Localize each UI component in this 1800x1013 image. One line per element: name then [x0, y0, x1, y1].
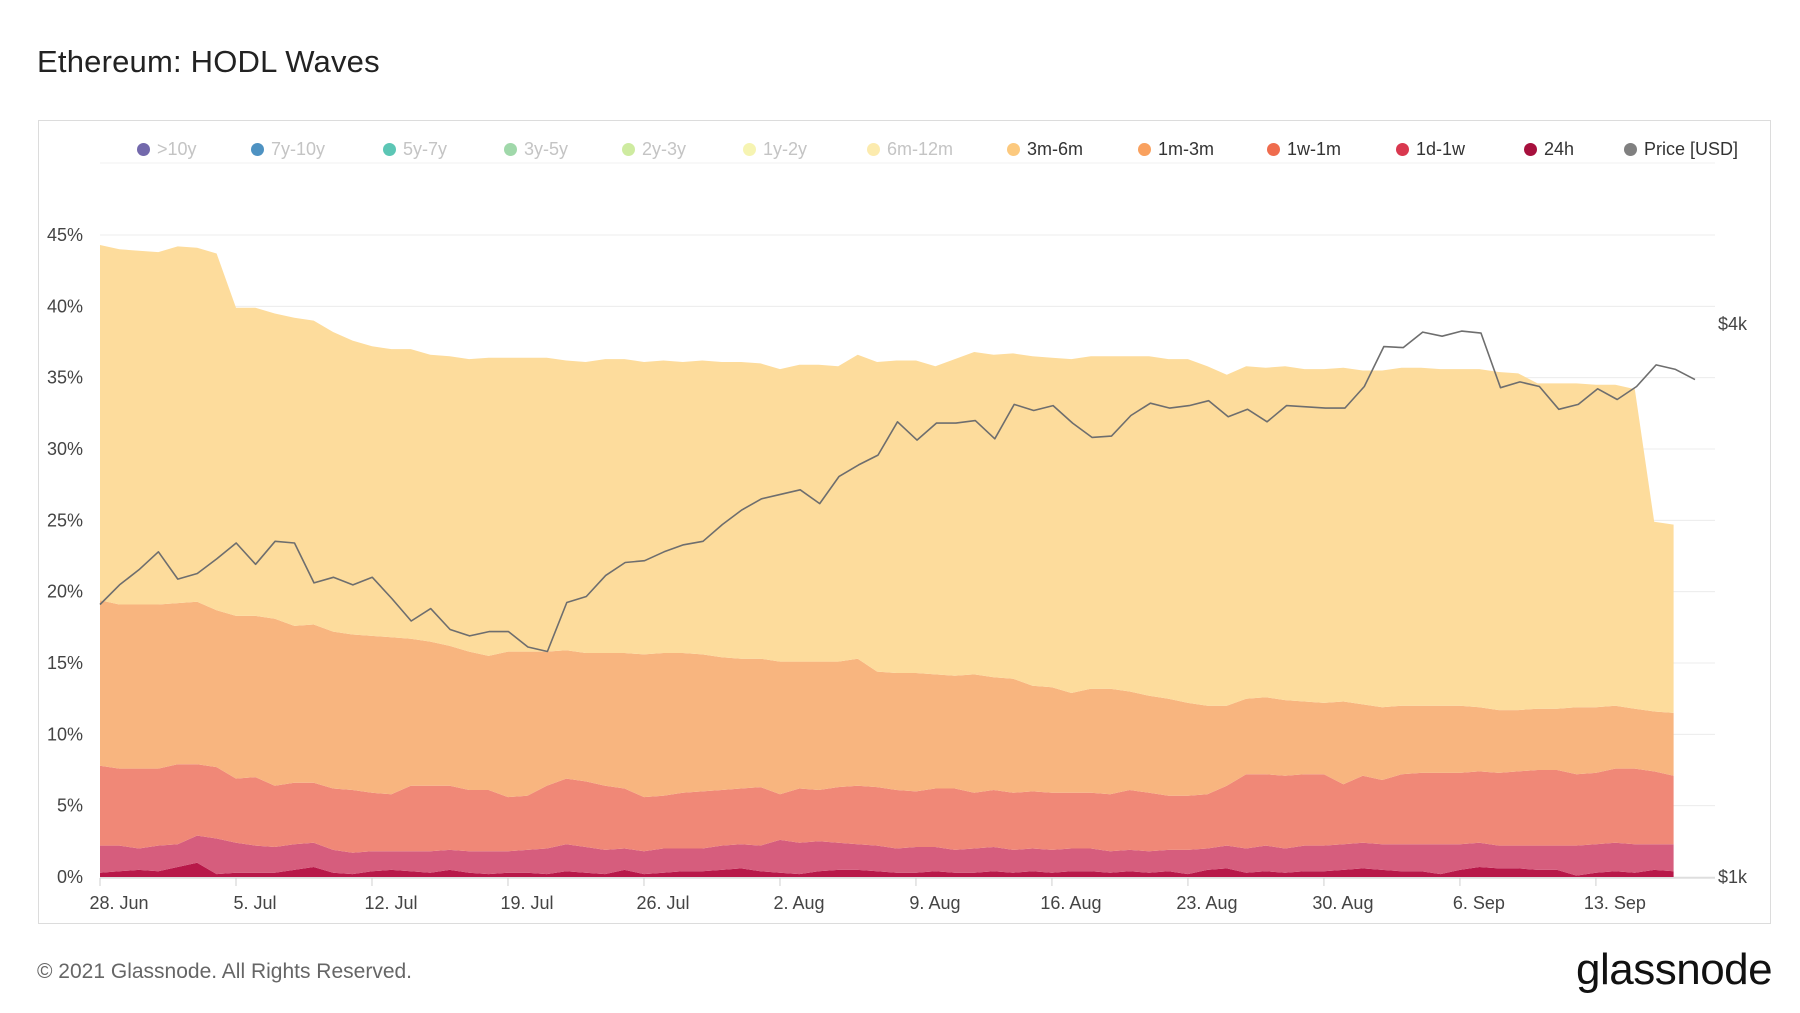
- legend-dot-icon: [251, 143, 264, 156]
- legend-dot-icon: [1524, 143, 1537, 156]
- legend-label: 2y-3y: [642, 139, 687, 159]
- legend-label: >10y: [157, 139, 197, 159]
- area-1d-1w: [100, 835, 1674, 876]
- y-tick-label: 25%: [47, 510, 83, 530]
- x-axis: 28. Jun 5. Jul 12. Jul 19. Jul 26. Jul 2. Aug…: [89, 877, 1715, 913]
- y-axis-right: $1k $4k: [1718, 314, 1748, 887]
- legend-dot-icon: [1396, 143, 1409, 156]
- x-tick-label: 26. Jul: [636, 893, 689, 913]
- y-tick-label: 15%: [47, 653, 83, 673]
- legend-dot-icon: [743, 143, 756, 156]
- y-tick-label: 5%: [57, 796, 83, 816]
- y-tick-label: 40%: [47, 296, 83, 316]
- y2-tick-label: $1k: [1718, 867, 1748, 887]
- chart-title: Ethereum: HODL Waves: [37, 44, 380, 79]
- x-tick-label: 16. Aug: [1040, 893, 1101, 913]
- area-1w-1m: [100, 764, 1674, 853]
- x-tick-label: 2. Aug: [773, 893, 824, 913]
- y-tick-label: 35%: [47, 368, 83, 388]
- copyright-footer: © 2021 Glassnode. All Rights Reserved.: [37, 960, 413, 983]
- chart-legend: >10y 7y-10y 5y-7y 3y-5y 2y-3y 1y-2y 6m-12m 3m-6…: [39, 139, 1770, 169]
- legend-item-1y-2y[interactable]: 1y-2y: [743, 139, 807, 160]
- area-series: [100, 245, 1674, 877]
- legend-dot-icon: [504, 143, 517, 156]
- price-line: [99, 330, 1696, 653]
- legend-dot-icon: [383, 143, 396, 156]
- legend-label: 3y-5y: [524, 139, 569, 159]
- legend-label: 1w-1m: [1287, 139, 1342, 159]
- x-tick-label: 13. Sep: [1584, 893, 1646, 913]
- legend-dot-icon: [622, 143, 635, 156]
- price-usd-line: [99, 330, 1696, 653]
- legend-label: 3m-6m: [1027, 139, 1084, 159]
- glassnode-logo: glassnode: [1576, 945, 1773, 994]
- legend-item-5y-7y[interactable]: 5y-7y: [383, 139, 447, 160]
- x-tick-label: 19. Jul: [500, 893, 553, 913]
- x-tick-label: 28. Jun: [89, 893, 148, 913]
- legend-item-1w-1m[interactable]: 1w-1m: [1267, 139, 1341, 160]
- y-axis-left: 0% 5% 10% 15% 20% 25% 30% 35% 40% 45%: [47, 225, 83, 887]
- legend-item-price-usd[interactable]: Price [USD]: [1624, 139, 1738, 160]
- legend-dot-icon: [867, 143, 880, 156]
- legend-dot-icon: [1007, 143, 1020, 156]
- legend-label: 24h: [1544, 139, 1575, 159]
- legend-label: 1y-2y: [763, 139, 808, 159]
- area-1m-3m: [100, 600, 1674, 798]
- x-tick-label: 30. Aug: [1312, 893, 1373, 913]
- x-tick-label: 5. Jul: [233, 893, 276, 913]
- legend-item-10y[interactable]: >10y: [137, 139, 197, 160]
- area-24h: [100, 862, 1674, 877]
- y-tick-label: 20%: [47, 582, 83, 602]
- legend-item-3y-5y[interactable]: 3y-5y: [504, 139, 568, 160]
- legend-label: 1d-1w: [1416, 139, 1466, 159]
- area-3m-6m: [100, 245, 1674, 713]
- x-tick-label: 23. Aug: [1176, 893, 1237, 913]
- legend-item-1m-3m[interactable]: 1m-3m: [1138, 139, 1214, 160]
- x-tick-label: 9. Aug: [909, 893, 960, 913]
- legend-label: 6m-12m: [887, 139, 954, 159]
- legend-item-1d-1w[interactable]: 1d-1w: [1396, 139, 1465, 160]
- legend-item-24h[interactable]: 24h: [1524, 139, 1574, 160]
- y-tick-label: 10%: [47, 724, 83, 744]
- legend-item-6m-12m[interactable]: 6m-12m: [867, 139, 953, 160]
- legend-label: Price [USD]: [1644, 139, 1739, 159]
- legend-label: 5y-7y: [403, 139, 448, 159]
- legend-dot-icon: [137, 143, 150, 156]
- legend-dot-icon: [1267, 143, 1280, 156]
- x-tick-label: 6. Sep: [1453, 893, 1505, 913]
- legend-label: 1m-3m: [1158, 139, 1215, 159]
- legend-item-3m-6m[interactable]: 3m-6m: [1007, 139, 1083, 160]
- legend-item-7y-10y[interactable]: 7y-10y: [251, 139, 325, 160]
- legend-dot-icon: [1624, 143, 1637, 156]
- x-tick-label: 12. Jul: [364, 893, 417, 913]
- legend-dot-icon: [1138, 143, 1151, 156]
- y-tick-label: 0%: [57, 867, 83, 887]
- y2-tick-label: $4k: [1718, 314, 1748, 334]
- legend-item-2y-3y[interactable]: 2y-3y: [622, 139, 686, 160]
- y-tick-label: 45%: [47, 225, 83, 245]
- legend-label: 7y-10y: [271, 139, 326, 159]
- y-tick-label: 30%: [47, 439, 83, 459]
